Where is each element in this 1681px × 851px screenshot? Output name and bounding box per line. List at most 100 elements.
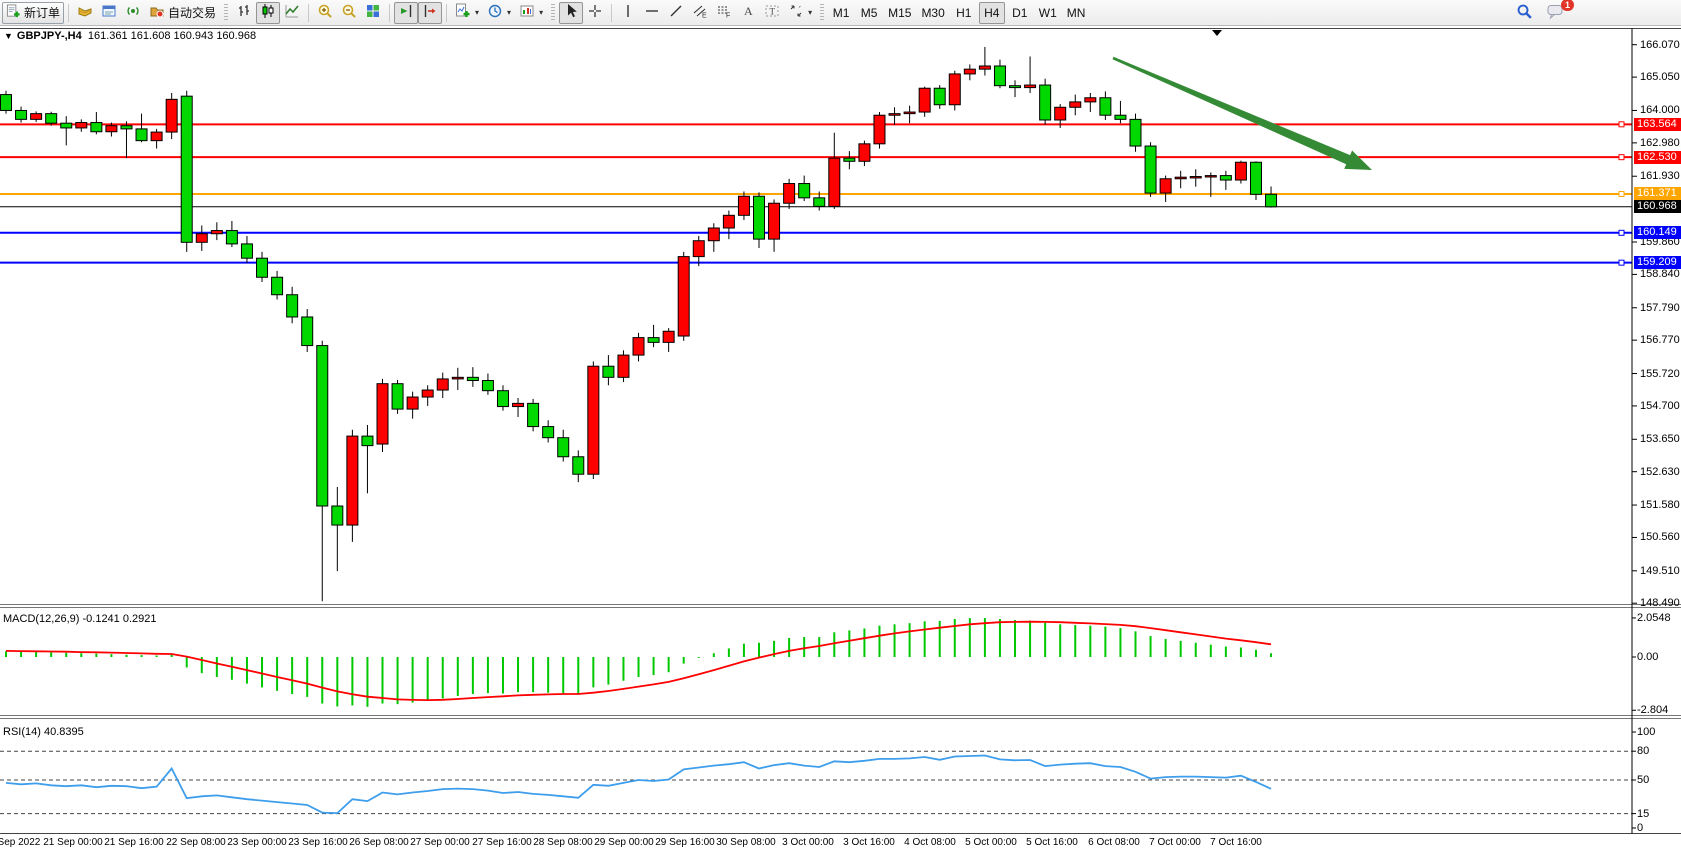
price-tick-label: 161.930 bbox=[1640, 170, 1680, 182]
data-window-button[interactable] bbox=[97, 2, 121, 24]
auto-scroll-button[interactable] bbox=[394, 1, 419, 24]
date-label: 5 Oct 00:00 bbox=[965, 837, 1017, 848]
candle-body bbox=[120, 125, 133, 130]
zoom-in-icon bbox=[317, 3, 333, 22]
candle-body bbox=[225, 230, 238, 245]
chart-shift-button[interactable] bbox=[418, 1, 443, 24]
timeframe-button-H4[interactable]: H4 bbox=[978, 1, 1005, 24]
price-tick-label: 153.650 bbox=[1640, 433, 1680, 445]
candle-body bbox=[421, 389, 434, 398]
line-chart-button[interactable] bbox=[280, 2, 304, 24]
candle-body bbox=[376, 383, 389, 445]
candle-body bbox=[632, 337, 645, 356]
zoom-out-button[interactable] bbox=[337, 2, 361, 24]
zoom-in-button[interactable] bbox=[313, 2, 337, 24]
new-order-button[interactable]: 新订单 bbox=[2, 1, 65, 24]
candle-body bbox=[828, 157, 841, 207]
candle-body bbox=[978, 65, 991, 70]
candle-body bbox=[271, 276, 284, 296]
toolbar-gripper bbox=[551, 3, 556, 22]
price-tick-label: 162.980 bbox=[1640, 137, 1680, 149]
vertical-line-icon bbox=[620, 3, 636, 22]
candle-body bbox=[1144, 145, 1157, 194]
chart-title: ▼ GBPJPY-,H4 161.361 161.608 160.943 160.… bbox=[4, 30, 256, 42]
timeframe-button-M15[interactable]: M15 bbox=[884, 2, 915, 24]
date-label: 27 Sep 16:00 bbox=[472, 837, 532, 848]
candle-body bbox=[963, 68, 976, 75]
chat-button[interactable]: 1 bbox=[1543, 0, 1574, 24]
date-label: 29 Sep 00:00 bbox=[594, 837, 654, 848]
candle-body bbox=[210, 230, 223, 235]
candle-body bbox=[60, 122, 73, 129]
timeframe-button-W1[interactable]: W1 bbox=[1035, 2, 1061, 24]
templates-button[interactable]: ▾ bbox=[515, 2, 547, 24]
timeframe-button-D1[interactable]: D1 bbox=[1007, 2, 1033, 24]
candlestick-chart-button[interactable] bbox=[256, 1, 281, 24]
text-label-button[interactable]: T bbox=[760, 2, 784, 24]
candle-body bbox=[0, 94, 12, 111]
tile-windows-button[interactable] bbox=[361, 2, 385, 24]
candle-body bbox=[737, 195, 750, 216]
trend-arrow[interactable] bbox=[1112, 56, 1373, 170]
candle-body bbox=[692, 240, 705, 258]
candle-body bbox=[933, 87, 946, 106]
candle-body bbox=[496, 390, 509, 408]
cursor-button[interactable] bbox=[559, 1, 584, 24]
price-tag: 160.968 bbox=[1634, 200, 1681, 213]
timeframe-button-M30[interactable]: M30 bbox=[917, 2, 948, 24]
arrows-button[interactable]: ▾ bbox=[784, 2, 816, 24]
line-handle[interactable] bbox=[1618, 229, 1625, 236]
horizontal-line-icon bbox=[644, 3, 660, 22]
candle-body bbox=[1084, 97, 1097, 103]
timeframe-button-MN[interactable]: MN bbox=[1063, 2, 1090, 24]
candle-body bbox=[1024, 84, 1037, 89]
signals-button[interactable] bbox=[121, 2, 145, 24]
vertical-line-button[interactable] bbox=[616, 2, 640, 24]
timeframe-button-M1[interactable]: M1 bbox=[828, 2, 854, 24]
symbol-period: GBPJPY-,H4 bbox=[16, 30, 82, 42]
periods-button[interactable]: ▾ bbox=[483, 2, 515, 24]
candle-body bbox=[572, 456, 585, 475]
candle-body bbox=[873, 114, 886, 145]
candle-body bbox=[135, 128, 148, 142]
rsi-tick-label: 100 bbox=[1637, 726, 1656, 738]
trendline-button[interactable] bbox=[664, 2, 688, 24]
bar-chart-button[interactable] bbox=[232, 2, 256, 24]
market-watch-button[interactable] bbox=[73, 2, 97, 24]
candle-body bbox=[195, 233, 208, 243]
periods-clock-icon bbox=[487, 3, 503, 22]
auto-trading-button[interactable]: 自动交易 bbox=[145, 2, 220, 24]
candle-body bbox=[391, 383, 404, 410]
candle-body bbox=[15, 109, 28, 120]
toolbar-gripper bbox=[224, 3, 229, 22]
text-button[interactable]: A bbox=[736, 2, 760, 24]
candle-body bbox=[1234, 161, 1247, 181]
chat-icon bbox=[1547, 3, 1565, 23]
candle-body bbox=[1174, 176, 1187, 180]
collapse-icon[interactable]: ▼ bbox=[4, 31, 13, 41]
chevron-down-icon: ▾ bbox=[539, 8, 544, 17]
line-handle[interactable] bbox=[1618, 121, 1625, 128]
candle-body bbox=[301, 316, 314, 347]
candlestick-chart-icon bbox=[260, 3, 276, 22]
timeframe-button-H1[interactable]: H1 bbox=[951, 2, 977, 24]
line-chart-icon bbox=[284, 3, 300, 22]
indicators-button[interactable]: ▾ bbox=[451, 2, 483, 24]
timeframe-button-M5[interactable]: M5 bbox=[856, 2, 882, 24]
search-button[interactable] bbox=[1512, 2, 1537, 24]
line-handle[interactable] bbox=[1618, 259, 1625, 266]
search-icon bbox=[1516, 3, 1533, 23]
date-label: 20 Sep 2022 bbox=[0, 837, 41, 848]
templates-icon bbox=[519, 3, 535, 22]
crosshair-button[interactable] bbox=[583, 2, 607, 24]
line-handle[interactable] bbox=[1618, 154, 1625, 161]
chat-badge: 1 bbox=[1560, 0, 1574, 11]
price-tick-label: 165.050 bbox=[1640, 71, 1680, 83]
line-handle[interactable] bbox=[1618, 190, 1625, 197]
fibonacci-button[interactable]: F bbox=[712, 2, 736, 24]
date-label: 23 Sep 00:00 bbox=[227, 837, 287, 848]
candle-body bbox=[45, 113, 58, 124]
equidistant-channel-button[interactable]: E bbox=[688, 2, 712, 24]
horizontal-line-button[interactable] bbox=[640, 2, 664, 24]
